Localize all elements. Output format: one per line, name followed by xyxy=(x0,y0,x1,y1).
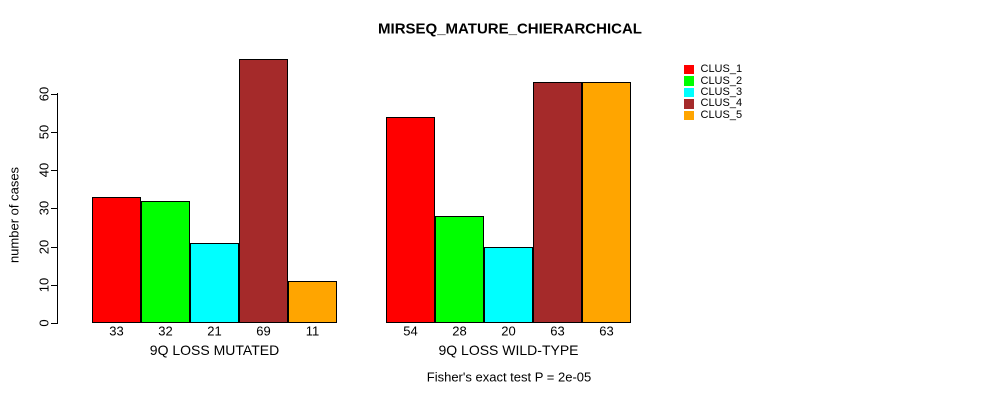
bar-value-label: 63 xyxy=(599,323,614,339)
bar-value-label: 32 xyxy=(158,323,173,339)
y-tick-label: 20 xyxy=(36,239,52,254)
bar-value-label: 33 xyxy=(109,323,124,339)
y-axis-line xyxy=(57,93,58,323)
bar-clus_2-1 xyxy=(141,200,190,323)
legend-item: CLUS_4 xyxy=(684,98,742,109)
bar-clus_4-1 xyxy=(239,59,288,323)
y-tick-mark xyxy=(51,170,58,172)
y-tick-label: 10 xyxy=(36,277,52,293)
legend-item: CLUS_3 xyxy=(684,85,743,98)
legend-label: CLUS_1 xyxy=(700,63,743,76)
y-tick-label: 30 xyxy=(36,201,52,216)
x-group-label: 9Q LOSS WILD-TYPE xyxy=(438,342,579,358)
legend-swatch-clus_4 xyxy=(684,99,694,109)
y-tick-label: 40 xyxy=(36,162,52,178)
legend: CLUS_1 CLUS_2 CLUS_3 CLUS_4 CLUS_5 xyxy=(684,64,742,121)
bar-value-label: 21 xyxy=(207,323,222,339)
bar-clus_1-1 xyxy=(92,196,141,323)
bar-clus_4-2 xyxy=(533,82,582,323)
y-tick-label: 0 xyxy=(36,319,52,327)
y-tick-mark xyxy=(51,323,58,324)
bar-clus_5-2 xyxy=(582,82,631,323)
bar-clus_2-2 xyxy=(435,216,484,323)
bar-value-label: 20 xyxy=(501,323,516,339)
legend-label: CLUS_2 xyxy=(700,74,743,87)
legend-item: CLUS_2 xyxy=(684,75,742,86)
legend-item: CLUS_5 xyxy=(684,108,743,121)
chart-title: MIRSEQ_MATURE_CHIERARCHICAL xyxy=(378,20,642,38)
footnote: Fisher's exact test P = 2e-05 xyxy=(426,369,592,385)
y-tick-label: 50 xyxy=(36,124,52,140)
bar-clus_1-2 xyxy=(386,116,435,323)
y-tick-mark xyxy=(51,93,58,95)
bar-value-label: 54 xyxy=(403,323,418,339)
y-tick-mark xyxy=(51,246,58,248)
legend-item: CLUS_1 xyxy=(684,64,742,75)
bar-clus_3-1 xyxy=(190,242,239,323)
y-tick-mark xyxy=(51,284,58,286)
legend-swatch-clus_1 xyxy=(684,64,694,75)
x-group-label: 9Q LOSS MUTATED xyxy=(149,342,280,358)
bar-value-label: 63 xyxy=(550,323,565,339)
legend-swatch-clus_2 xyxy=(684,76,694,86)
legend-swatch-clus_3 xyxy=(684,87,694,98)
y-tick-label: 60 xyxy=(36,86,52,102)
y-tick-mark xyxy=(51,208,58,210)
bar-value-label: 28 xyxy=(452,323,467,339)
bar-clus_3-2 xyxy=(484,246,533,323)
legend-label: CLUS_5 xyxy=(700,108,743,121)
legend-swatch-clus_5 xyxy=(684,110,694,120)
bar-clus_5-1 xyxy=(288,280,337,323)
bar-value-label: 69 xyxy=(256,323,271,339)
legend-label: CLUS_4 xyxy=(700,97,743,110)
bar-value-label: 11 xyxy=(305,323,320,339)
y-tick-mark xyxy=(51,132,58,133)
legend-label: CLUS_3 xyxy=(700,85,743,98)
y-axis-label: number of cases xyxy=(6,166,22,264)
